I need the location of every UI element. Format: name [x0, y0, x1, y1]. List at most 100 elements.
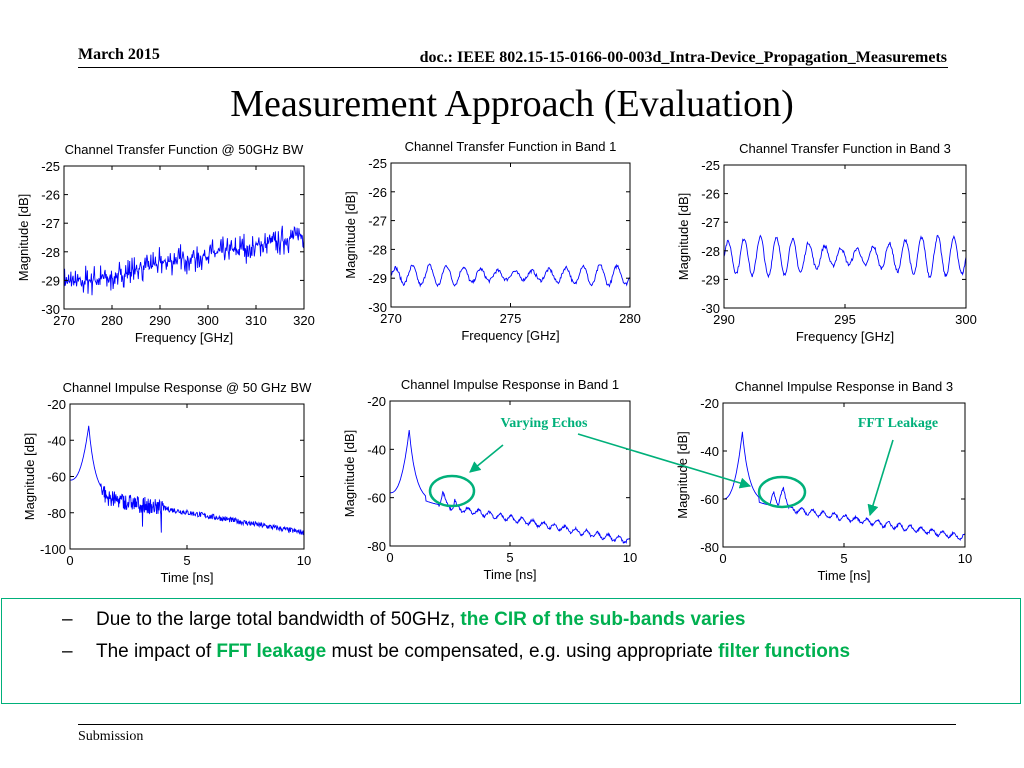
y-tick-label: -40: [700, 444, 719, 459]
series-line: [390, 263, 631, 288]
bullet-highlight: filter functions: [718, 641, 851, 662]
x-tick-label: 280: [619, 311, 641, 326]
footer-submission: Submission: [78, 729, 144, 744]
x-tick-label: 290: [713, 312, 735, 327]
y-axis-label: Magnitude [dB]: [22, 433, 37, 520]
x-tick-label: 5: [506, 550, 513, 565]
y-tick-label: -60: [700, 492, 719, 507]
bullet-highlight: the CIR of the sub-bands varies: [460, 609, 746, 630]
echo-highlight-ellipse: [757, 475, 807, 509]
x-axis-label: Time [ns]: [818, 568, 871, 583]
chart-title: Channel Transfer Function @ 50GHz BW: [65, 142, 304, 157]
y-tick-label: -29: [701, 272, 720, 287]
annotations: Varying Echos FFT Leakage: [428, 416, 938, 517]
chart-4: 0 5 10 -20 -40 -60 -80 -100 Channel Impulse Resp…: [22, 380, 312, 585]
x-tick-label: 310: [245, 313, 267, 328]
bullet-dash: –: [62, 641, 73, 662]
y-axis-label: Magnitude [dB]: [676, 193, 691, 280]
chart-title: Channel Impulse Response in Band 1: [401, 377, 619, 392]
series-line: [723, 431, 966, 541]
y-tick-label: -25: [701, 158, 720, 173]
y-tick-label: -26: [701, 187, 720, 202]
y-tick-label: -20: [367, 394, 386, 409]
chart-title: Channel Transfer Function in Band 3: [739, 141, 951, 156]
x-tick-label: 280: [101, 313, 123, 328]
y-tick-label: -80: [47, 506, 66, 521]
x-tick-label: 290: [149, 313, 171, 328]
y-tick-label: -25: [368, 156, 387, 171]
y-tick-label: -30: [41, 302, 60, 317]
plot-frame: [390, 162, 631, 308]
y-tick-label: -28: [41, 245, 60, 260]
bullet-text: The impact of: [96, 641, 217, 662]
x-tick-label: 10: [623, 550, 637, 565]
y-tick-label: -26: [41, 188, 60, 203]
y-tick-label: -40: [47, 433, 66, 448]
arrow: [469, 444, 504, 473]
y-tick-label: -27: [368, 214, 387, 229]
y-tick-label: -40: [367, 442, 386, 457]
x-tick-label: 0: [386, 550, 393, 565]
x-tick-label: 295: [834, 312, 856, 327]
slide-title: Measurement Approach (Evaluation): [230, 83, 794, 125]
bullet-box: – Due to the large total bandwidth of 50G…: [1, 598, 1021, 704]
header-divider: [78, 67, 948, 68]
y-tick-label: -20: [700, 396, 719, 411]
x-tick-label: 0: [66, 553, 73, 568]
x-tick-label: 275: [500, 311, 522, 326]
x-tick-label: 270: [53, 313, 75, 328]
y-tick-label: -26: [368, 185, 387, 200]
footer-divider: [78, 724, 956, 725]
bullet-text: must be compensated, e.g. using appropri…: [326, 641, 719, 662]
x-axis-label: Frequency [GHz]: [135, 330, 233, 345]
x-axis-label: Time [ns]: [484, 567, 537, 582]
chart-3: 290 295 300 -25 -26 -27 -28 -29 -30 Channel Trans…: [676, 141, 977, 344]
x-tick-label: 5: [183, 553, 190, 568]
label-varying-echos: Varying Echos: [500, 416, 588, 431]
x-tick-label: 5: [840, 551, 847, 566]
series-line: [63, 225, 305, 296]
x-tick-label: 10: [297, 553, 311, 568]
chart-5: 0 5 10 -20 -40 -60 -80 Channel Impulse Response…: [342, 377, 637, 582]
series-line: [70, 425, 305, 536]
chart-6: 0 5 10 -20 -40 -60 -80 Channel Impulse Response…: [675, 379, 972, 583]
chart-1: 270 280 290 300 310 320 -25 -26 -27 -28 -29 -30 Chan…: [16, 142, 315, 345]
bullet-text: Due to the large total bandwidth of 50GH…: [96, 609, 461, 630]
plot-frame: [63, 165, 305, 310]
label-fft-leakage: FFT Leakage: [858, 416, 938, 431]
y-tick-label: -29: [41, 273, 60, 288]
echo-highlight-ellipse: [428, 474, 476, 508]
y-tick-label: -30: [701, 301, 720, 316]
y-tick-label: -30: [368, 300, 387, 315]
arrow: [577, 433, 752, 489]
y-tick-label: -60: [367, 491, 386, 506]
y-tick-label: -60: [47, 470, 66, 485]
y-tick-label: -25: [41, 159, 60, 174]
x-axis-label: Time [ns]: [161, 570, 214, 585]
bullet-highlight: FFT leakage: [216, 641, 327, 662]
x-tick-label: 320: [293, 313, 315, 328]
y-tick-label: -80: [367, 539, 386, 554]
y-axis-label: Magnitude [dB]: [343, 191, 358, 278]
x-tick-label: 270: [380, 311, 402, 326]
chart-title: Channel Impulse Response in Band 3: [735, 379, 953, 394]
y-tick-label: -80: [700, 540, 719, 555]
arrow: [867, 439, 894, 517]
header-date: March 2015: [78, 46, 160, 63]
bullet-dash: –: [62, 609, 73, 630]
x-axis-label: Frequency [GHz]: [461, 328, 559, 343]
y-tick-label: -27: [41, 216, 60, 231]
y-tick-label: -20: [47, 397, 66, 412]
bullet-1: – Due to the large total bandwidth of 50G…: [62, 609, 745, 631]
y-tick-label: -28: [701, 244, 720, 259]
y-tick-label: -100: [40, 542, 66, 557]
series-line: [390, 429, 631, 544]
x-tick-label: 300: [955, 312, 977, 327]
x-tick-label: 10: [958, 551, 972, 566]
x-tick-label: 300: [197, 313, 219, 328]
y-axis-label: Magnitude [dB]: [16, 194, 31, 281]
chart-2: 270 275 280 -25 -26 -27 -28 -29 -30 Channel Trans…: [343, 139, 641, 343]
y-axis-label: Magnitude [dB]: [675, 431, 690, 518]
y-tick-label: -27: [701, 215, 720, 230]
series-line: [723, 234, 967, 279]
